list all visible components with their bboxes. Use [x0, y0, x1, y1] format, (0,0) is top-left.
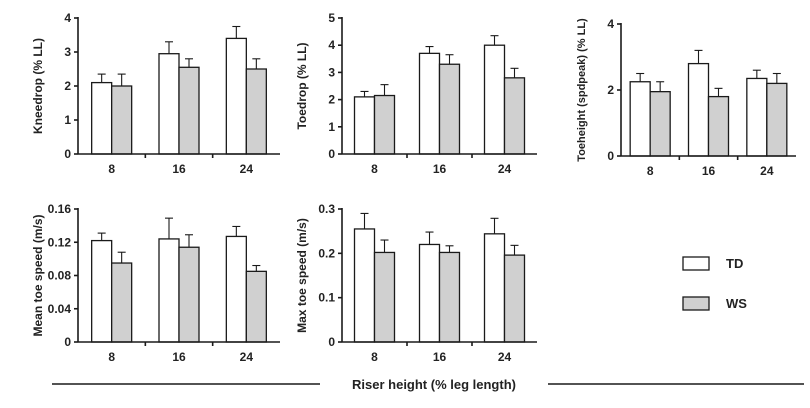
x-tick-label: 24: [498, 162, 512, 176]
y-tick-label: 0: [328, 335, 335, 349]
x-tick-label: 8: [371, 162, 378, 176]
chart-panel-1: 0 1 2 3 4 8 16 24 Kneedrop (% LL): [31, 11, 280, 176]
x-tick-label: 24: [240, 350, 254, 364]
y-tick-label: 0.12: [48, 235, 72, 249]
y-tick-label: 0.2: [318, 246, 335, 260]
chart-panel-5: 0 0.1 0.2 0.3 8 16 24 Max toe speed (m/s): [295, 202, 537, 364]
bar-ws-16: [178, 66, 200, 155]
y-tick-label: 3: [328, 65, 335, 79]
bar-ws-8: [373, 251, 396, 343]
y-tick-label: 5: [328, 11, 335, 25]
bar-td-24: [483, 44, 506, 155]
y-tick-label: 0.1: [318, 291, 335, 305]
x-tick-label: 24: [760, 164, 774, 178]
y-tick-label: 0.16: [48, 202, 72, 216]
bar-td-16: [418, 52, 441, 155]
y-tick-label: 1: [64, 113, 71, 127]
bar-td-16: [687, 62, 710, 157]
chart-panel-4: 0 0.04 0.08 0.12 0.16 8 16 24 Mean toe speed (m/…: [31, 202, 280, 364]
bar-ws-24: [245, 270, 267, 343]
y-tick-label: 0: [607, 149, 614, 163]
y-axis-title: Mean toe speed (m/s): [31, 214, 45, 336]
bar-td-8: [353, 96, 376, 155]
y-tick-label: 0: [64, 147, 71, 161]
y-axis-title: Toeheight (spdpeak) (% LL): [576, 18, 588, 162]
x-tick-label: 8: [647, 164, 654, 178]
bar-td-16: [158, 53, 180, 155]
bar-ws-24: [245, 68, 267, 155]
legend-label-ws: WS: [726, 296, 747, 311]
y-tick-label: 4: [328, 38, 335, 52]
y-tick-label: 0.08: [48, 269, 72, 283]
y-tick-label: 1: [328, 120, 335, 134]
bar-td-16: [158, 238, 180, 343]
x-tick-label: 16: [433, 350, 447, 364]
bar-ws-16: [178, 246, 200, 343]
footer-xlabel-group: Riser height (% leg length): [52, 377, 804, 392]
y-tick-label: 0.04: [48, 302, 72, 316]
bar-ws-24: [766, 82, 788, 157]
x-tick-label: 16: [172, 162, 186, 176]
y-axis-title: Max toe speed (m/s): [295, 218, 309, 333]
x-tick-label: 16: [433, 162, 447, 176]
bar-ws-16: [438, 63, 461, 155]
bar-ws-8: [111, 262, 133, 343]
y-tick-label: 2: [64, 79, 71, 93]
y-tick-label: 0: [64, 335, 71, 349]
x-tick-label: 8: [371, 350, 378, 364]
chart-panel-2: 0 1 2 3 4 5 8 16 24 Toedrop (% LL): [295, 11, 537, 176]
footer-xlabel: Riser height (% leg length): [352, 377, 516, 392]
bar-ws-8: [649, 91, 671, 157]
bar-td-8: [353, 228, 376, 343]
y-tick-label: 2: [328, 93, 335, 107]
legend-label-td: TD: [726, 256, 743, 271]
bar-td-8: [629, 81, 651, 157]
x-tick-label: 8: [108, 350, 115, 364]
bar-ws-8: [111, 85, 133, 155]
x-tick-label: 8: [108, 162, 115, 176]
y-tick-label: 0: [328, 147, 335, 161]
bar-ws-16: [438, 251, 461, 343]
legend-swatch-td: [682, 256, 710, 271]
y-axis-title: Toedrop (% LL): [295, 42, 309, 129]
x-tick-label: 24: [498, 350, 512, 364]
y-tick-label: 4: [64, 11, 71, 25]
bar-ws-8: [373, 94, 396, 155]
bar-ws-24: [503, 254, 526, 343]
y-tick-label: 0.3: [318, 202, 335, 216]
x-tick-label: 24: [240, 162, 254, 176]
bar-ws-16: [707, 95, 730, 157]
x-tick-label: 16: [172, 350, 186, 364]
bar-td-8: [91, 81, 113, 155]
bar-td-8: [91, 239, 113, 343]
y-axis-title: Kneedrop (% LL): [31, 38, 45, 134]
y-tick-label: 2: [607, 83, 614, 97]
bar-td-24: [225, 37, 247, 155]
legend: TD WS: [682, 256, 747, 311]
bar-td-24: [483, 233, 506, 343]
bar-td-24: [746, 77, 768, 157]
x-tick-label: 16: [702, 164, 716, 178]
bar-td-16: [418, 243, 441, 343]
y-tick-label: 3: [64, 45, 71, 59]
legend-swatch-ws: [682, 296, 710, 311]
y-tick-label: 4: [607, 17, 614, 31]
bar-ws-24: [503, 77, 526, 155]
bar-td-24: [225, 235, 247, 343]
